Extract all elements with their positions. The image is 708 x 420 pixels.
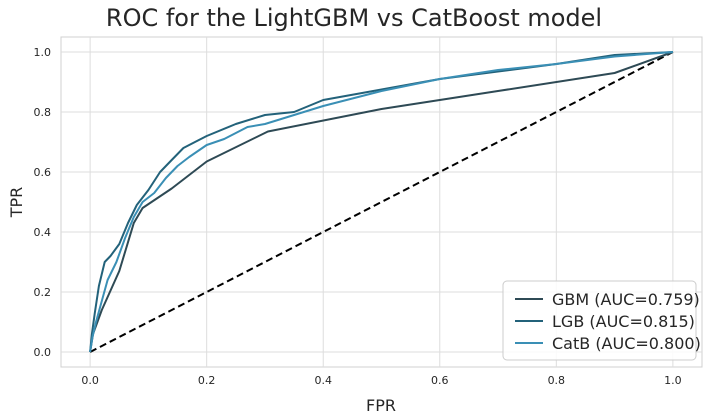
x-tick-label: 0.0 bbox=[81, 374, 99, 387]
series-line-2 bbox=[89, 51, 673, 353]
legend-label-2: CatB (AUC=0.800) bbox=[552, 334, 701, 353]
legend: GBM (AUC=0.759) LGB (AUC=0.815) CatB (AUC=… bbox=[502, 280, 701, 361]
x-tick-label: 0.2 bbox=[198, 374, 216, 387]
y-tick-label: 0.2 bbox=[34, 286, 52, 299]
y-tick-label: 0.6 bbox=[34, 166, 52, 179]
y-axis-ticks: 0.0 0.2 0.4 0.6 0.8 1.0 bbox=[34, 46, 52, 359]
legend-label-1: LGB (AUC=0.815) bbox=[552, 312, 695, 331]
x-tick-label: 1.0 bbox=[664, 374, 682, 387]
y-tick-label: 0.0 bbox=[34, 346, 52, 359]
legend-label-0: GBM (AUC=0.759) bbox=[552, 290, 700, 309]
series-lines bbox=[89, 51, 674, 353]
x-tick-label: 0.8 bbox=[548, 374, 566, 387]
legend-box bbox=[502, 280, 697, 361]
y-tick-label: 0.4 bbox=[34, 226, 52, 239]
x-axis-label: FPR bbox=[366, 396, 396, 415]
y-tick-label: 0.8 bbox=[34, 106, 52, 119]
chart-title: ROC for the LightGBM vs CatBoost model bbox=[106, 4, 602, 32]
y-axis-label: TPR bbox=[7, 187, 26, 219]
series-line-0 bbox=[89, 51, 674, 353]
y-tick-label: 1.0 bbox=[34, 46, 52, 59]
x-axis-ticks: 0.0 0.2 0.4 0.6 0.8 1.0 bbox=[81, 374, 681, 387]
x-tick-label: 0.6 bbox=[431, 374, 449, 387]
x-tick-label: 0.4 bbox=[314, 374, 332, 387]
